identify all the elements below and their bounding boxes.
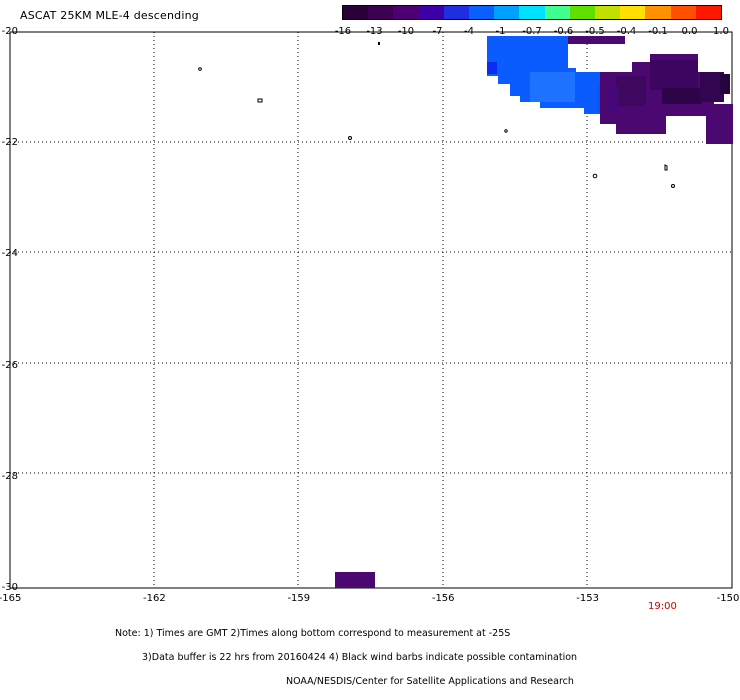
notes-block: Note: 1) Times are GMT 2)Times along bot…: [115, 616, 577, 700]
wind-data-purple-swath: [335, 36, 733, 588]
color-swatch: [595, 6, 621, 19]
time-label: 19:00: [648, 601, 677, 612]
longitude-label: -165: [0, 593, 22, 604]
latitude-label: -24: [1, 248, 18, 260]
longitude-label: -159: [287, 593, 311, 604]
longitude-label: -156: [431, 593, 455, 604]
color-scale-bar: [342, 5, 722, 20]
latitude-label: -22: [1, 137, 18, 149]
color-swatch: [469, 6, 495, 19]
longitude-label: -153: [576, 593, 599, 604]
color-swatch: [645, 6, 671, 19]
color-swatch: [620, 6, 646, 19]
latitude-label: -20: [1, 26, 18, 37]
note-line-3: NOAA/NESDIS/Center for Satellite Applica…: [286, 676, 574, 687]
color-swatch: [393, 6, 419, 19]
color-swatch: [670, 6, 696, 19]
map-plot: [9, 31, 733, 589]
map-title: ASCAT 25KM MLE-4 descending: [20, 9, 199, 22]
color-swatch: [368, 6, 394, 19]
color-swatch: [343, 6, 369, 19]
latitude-label: -28: [1, 470, 18, 482]
wind-data-blue-swath: [487, 36, 607, 114]
color-swatch: [443, 6, 470, 19]
color-swatch: [695, 6, 722, 19]
color-swatch: [519, 6, 545, 19]
latitude-label: -26: [1, 359, 18, 371]
gridlines: [10, 32, 732, 588]
island-outlines: [198, 42, 675, 188]
color-swatch: [544, 6, 570, 19]
color-swatch: [569, 6, 596, 19]
note-line-1: Note: 1) Times are GMT 2)Times along bot…: [115, 628, 511, 639]
latitude-label: -30: [1, 582, 18, 593]
color-swatch: [494, 6, 520, 19]
color-swatch: [418, 6, 444, 19]
longitude-label: -162: [143, 593, 166, 604]
longitude-label: -150: [716, 593, 740, 604]
note-line-2: 3)Data buffer is 22 hrs from 20160424 4)…: [142, 652, 578, 663]
